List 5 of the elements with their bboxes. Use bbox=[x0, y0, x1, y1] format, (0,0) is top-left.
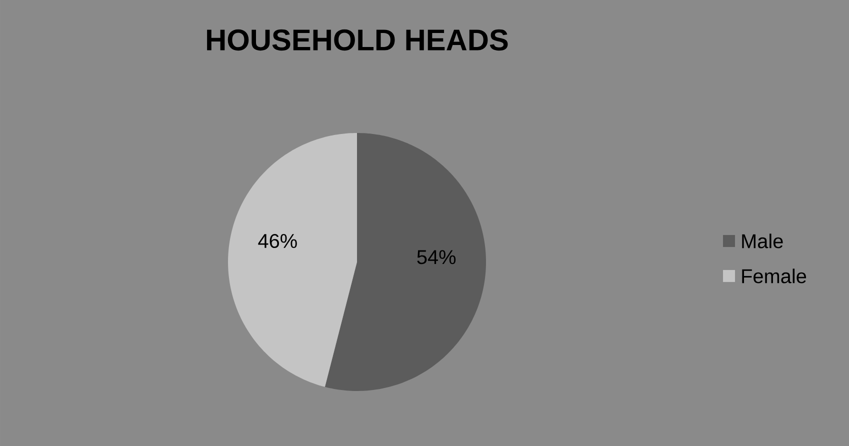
chart-title: HOUSEHOLD HEADS bbox=[207, 29, 508, 51]
legend-label: Female bbox=[742, 268, 806, 284]
data-label: 54% bbox=[417, 250, 456, 264]
legend-label: Male bbox=[742, 234, 783, 248]
data-label: 46% bbox=[258, 234, 297, 248]
